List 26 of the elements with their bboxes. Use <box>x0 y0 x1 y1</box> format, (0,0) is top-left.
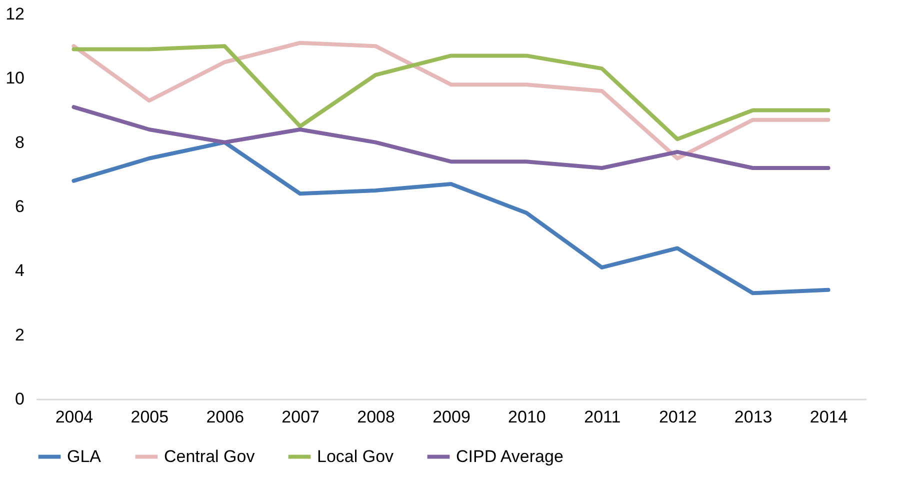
legend-label: GLA <box>67 446 102 466</box>
y-tick-label: 2 <box>15 325 24 344</box>
y-tick-label: 0 <box>15 390 24 408</box>
x-tick-label: 2009 <box>432 408 470 426</box>
legend-label: Local Gov <box>317 446 394 466</box>
y-tick-label: 10 <box>6 68 24 88</box>
legend-label: CIPD Average <box>456 446 564 466</box>
x-tick-label: 2012 <box>658 408 697 426</box>
x-tick-label: 2011 <box>584 408 621 426</box>
x-tick-label: 2007 <box>282 408 320 426</box>
line-series <box>72 140 830 296</box>
line-series <box>72 105 830 170</box>
x-tick-label: 2004 <box>55 408 94 426</box>
legend-label: Central Gov <box>164 446 256 466</box>
y-tick-label: 12 <box>6 4 24 24</box>
y-tick-label: 4 <box>15 261 24 280</box>
y-tick-label: 8 <box>15 132 24 152</box>
line-series <box>72 40 830 160</box>
line-series <box>72 44 830 142</box>
y-tick-label: 6 <box>15 197 24 216</box>
x-tick-label: 2010 <box>508 408 546 426</box>
x-tick-label: 2008 <box>357 408 395 426</box>
x-tick-label: 2014 <box>810 408 848 426</box>
x-tick-label: 2013 <box>734 408 772 426</box>
x-tick-label: 2006 <box>206 408 244 426</box>
x-tick-label: 2005 <box>130 408 169 426</box>
